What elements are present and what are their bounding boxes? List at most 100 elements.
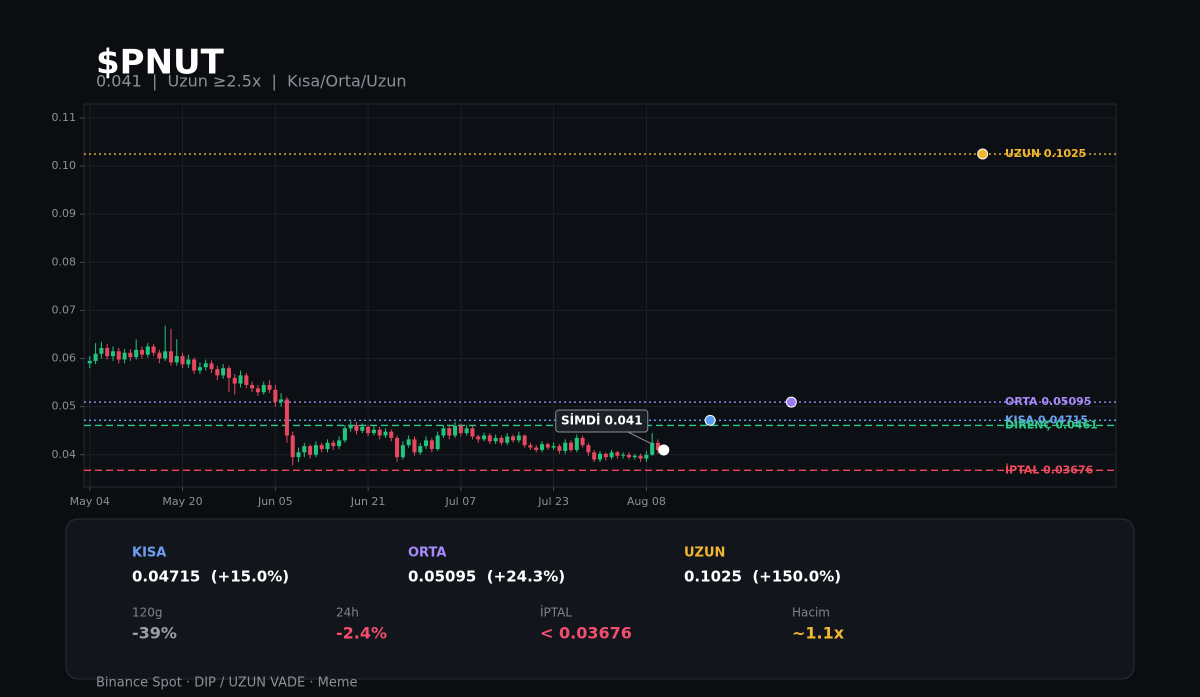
candle-body	[342, 428, 347, 441]
candle-body	[348, 424, 353, 429]
candle-body	[238, 375, 243, 384]
panel-content: KISA 0.04715 (+15.0%) ORTA 0.05095 (+24.3%)…	[132, 546, 845, 643]
target-value: 0.1025 (+150.0%)	[684, 568, 841, 586]
candle-body	[366, 426, 371, 434]
candle-body	[644, 454, 649, 459]
candle-body	[487, 435, 492, 442]
candle-body	[110, 351, 116, 357]
projection-point	[785, 396, 797, 408]
info-panel	[65, 518, 1135, 680]
candle-body	[522, 435, 527, 446]
candle-body	[232, 377, 237, 384]
candle-body	[505, 436, 510, 443]
candle-body	[534, 447, 539, 450]
candle-body	[418, 446, 423, 453]
candle-body	[197, 367, 202, 371]
candle-body	[313, 445, 318, 455]
candle-body	[209, 363, 214, 370]
x-tick-label: Jun 21	[350, 495, 386, 508]
candle-body	[273, 389, 278, 402]
candle-body	[250, 384, 255, 389]
candle-body	[511, 436, 516, 441]
y-tick-label: 0.05	[52, 400, 77, 413]
candle-body	[441, 428, 446, 436]
candle-body	[563, 442, 568, 451]
candle-body	[609, 452, 614, 458]
candle-body	[597, 453, 603, 460]
candle-body	[134, 349, 139, 358]
candle-body	[105, 347, 110, 357]
candle-body	[400, 445, 405, 458]
candle-body	[470, 428, 475, 437]
target-name: ORTA	[408, 546, 446, 561]
y-tick-label: 0.07	[52, 303, 77, 316]
level-label: DİRENÇ 0.0461	[1005, 417, 1098, 431]
candle-body	[395, 437, 400, 458]
candle-body	[580, 437, 585, 446]
candle-body	[615, 452, 620, 456]
candle-body	[464, 428, 469, 434]
candle-body	[592, 452, 597, 460]
stat-label: Hacim	[792, 606, 830, 620]
candle-body	[302, 446, 307, 453]
candle-body	[354, 424, 359, 431]
candle-body	[296, 452, 301, 458]
candle-body	[215, 369, 220, 376]
stat-value: < 0.03676	[540, 624, 632, 643]
candle-body	[412, 439, 417, 453]
candle-body	[429, 440, 434, 449]
projection-point	[658, 444, 670, 456]
annotation-label: SİMDİ 0.041	[561, 412, 643, 427]
x-tick-label: Jul 07	[444, 495, 476, 508]
candle-body	[655, 442, 661, 450]
candle-body	[545, 444, 550, 448]
level-label: İPTAL 0.03676	[1005, 462, 1094, 476]
footer: Binance Spot · DIP / UZUN VADE · Meme	[96, 676, 358, 691]
candle-body	[621, 454, 626, 456]
x-tick-label: Jul 23	[537, 495, 569, 508]
candle-body	[255, 388, 260, 393]
candle-body	[180, 356, 185, 365]
candle-body	[528, 445, 533, 448]
x-tick-label: May 20	[162, 495, 202, 508]
y-tick-label: 0.10	[52, 159, 77, 172]
candle-body	[145, 346, 150, 355]
target-name: UZUN	[684, 546, 725, 561]
candle-body	[331, 442, 336, 447]
candle-body	[447, 428, 452, 436]
x-tick-label: May 04	[70, 495, 110, 508]
stat-value: -2.4%	[336, 624, 387, 643]
candle-body	[424, 440, 429, 447]
stat-label: 24h	[336, 606, 359, 620]
candle-body	[539, 444, 545, 450]
chart-title: $PNUT	[96, 43, 225, 83]
level-label: UZUN 0.1025	[1005, 147, 1086, 160]
candle-body	[99, 347, 104, 354]
y-tick-label: 0.04	[52, 448, 77, 461]
candle-body	[435, 435, 440, 449]
target-name: KISA	[132, 546, 166, 561]
candle-body	[93, 353, 98, 361]
candle-body	[638, 455, 643, 459]
target-value: 0.04715 (+15.0%)	[132, 568, 289, 586]
candle-body	[632, 455, 637, 458]
level-label: ORTA 0.05095	[1005, 395, 1091, 408]
x-tick-label: Aug 08	[627, 495, 666, 508]
y-tick-label: 0.08	[52, 255, 77, 268]
candle-body	[406, 439, 411, 446]
candle-body	[650, 442, 655, 455]
candle-body	[574, 437, 579, 450]
candle-body	[482, 435, 487, 440]
stat-label: İPTAL	[540, 605, 572, 620]
projection-point	[977, 148, 989, 160]
candle-body	[626, 454, 632, 458]
y-tick-label: 0.09	[52, 207, 77, 220]
candle-body	[551, 446, 556, 448]
candle-body	[226, 368, 231, 378]
candle-body	[325, 442, 330, 449]
candle-body	[493, 437, 498, 442]
candle-body	[192, 359, 197, 371]
x-tick-label: Jun 05	[257, 495, 293, 508]
stat-label: 120g	[132, 606, 163, 620]
candle-body	[360, 426, 365, 431]
